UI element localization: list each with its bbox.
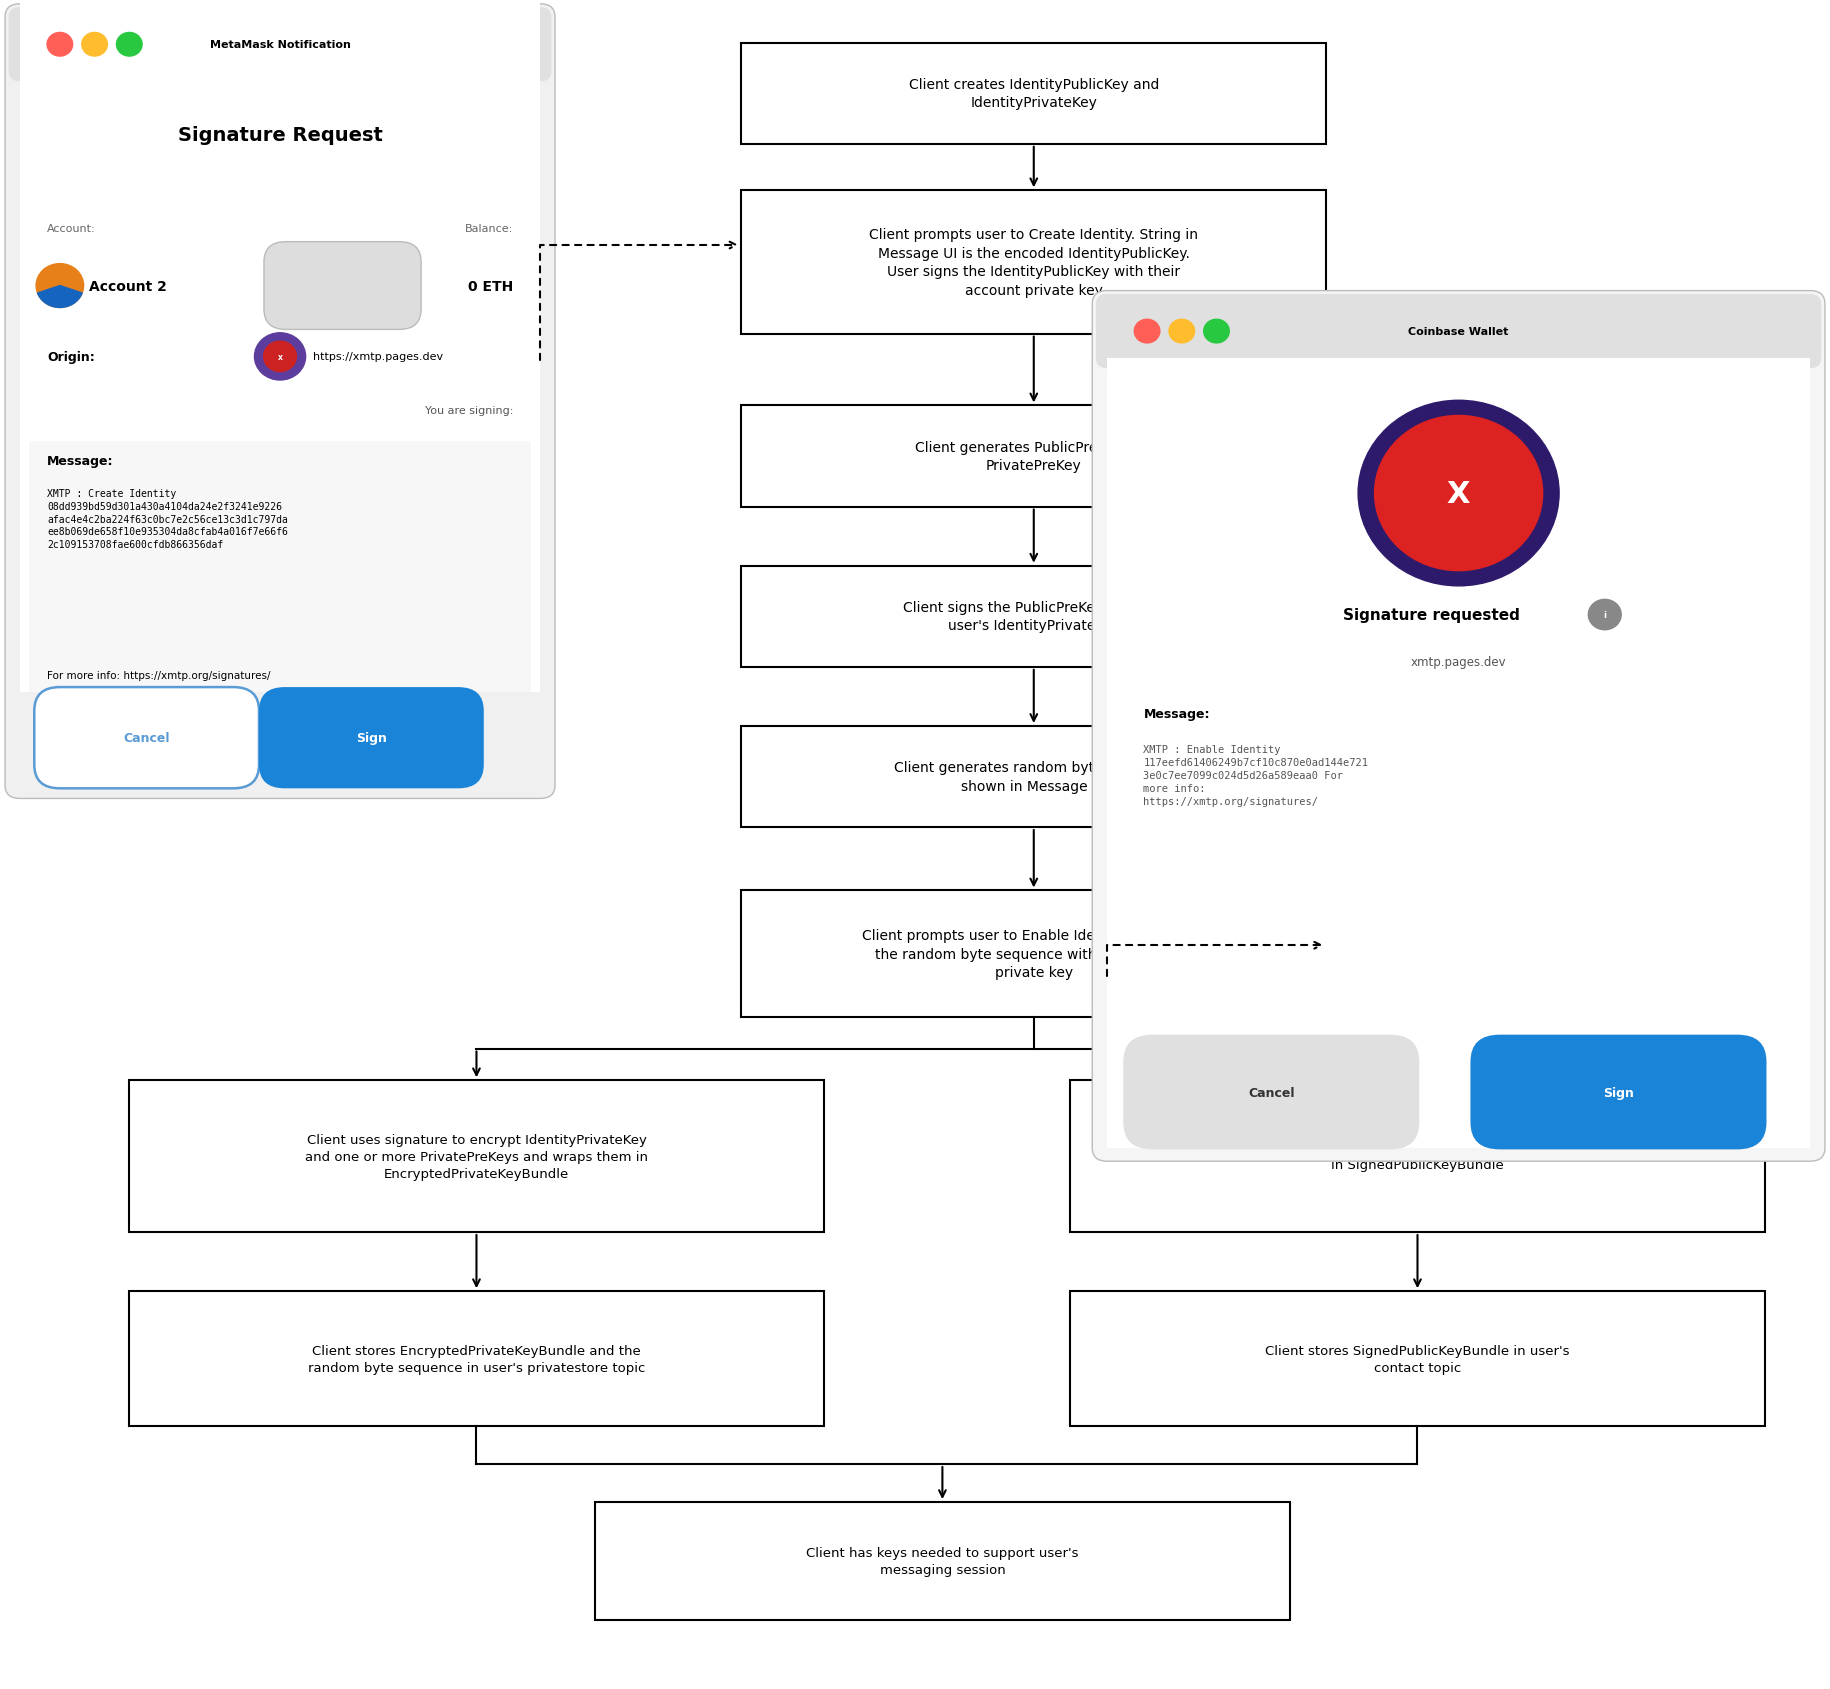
Text: Message:: Message: <box>48 454 113 468</box>
Text: Client prompts user to Enable Identity. User signs
the random byte sequence with: Client prompts user to Enable Identity. … <box>862 929 1206 980</box>
FancyBboxPatch shape <box>35 687 260 789</box>
Text: Client generates PublicPreKey and
PrivatePreKey: Client generates PublicPreKey and Privat… <box>915 441 1153 473</box>
Circle shape <box>117 34 143 57</box>
Text: Message:: Message: <box>1144 708 1210 721</box>
FancyBboxPatch shape <box>1096 296 1821 368</box>
FancyBboxPatch shape <box>1107 358 1810 1149</box>
Circle shape <box>48 34 73 57</box>
Text: i: i <box>1603 611 1607 620</box>
FancyBboxPatch shape <box>20 73 540 199</box>
FancyBboxPatch shape <box>1124 1035 1420 1150</box>
FancyBboxPatch shape <box>130 1081 824 1233</box>
FancyBboxPatch shape <box>741 890 1327 1017</box>
Text: Cancel: Cancel <box>1248 1086 1294 1100</box>
Circle shape <box>1135 321 1160 343</box>
Text: 0 ETH: 0 ETH <box>468 279 512 294</box>
Text: Client generates random byte sequence
shown in Message UI: Client generates random byte sequence sh… <box>895 760 1173 794</box>
Text: https://xmtp.pages.dev: https://xmtp.pages.dev <box>313 353 443 361</box>
Circle shape <box>1358 400 1559 586</box>
FancyBboxPatch shape <box>595 1502 1290 1620</box>
Text: Client prompts user to Create Identity. String in
Message UI is the encoded Iden: Client prompts user to Create Identity. … <box>869 228 1199 297</box>
Text: Client signs the PublicPreKey with the
user's IdentityPrivateKey: Client signs the PublicPreKey with the u… <box>904 601 1164 633</box>
FancyBboxPatch shape <box>29 441 531 692</box>
Text: Client uses signature to encrypt IdentityPrivateKey
and one or more PrivatePreKe: Client uses signature to encrypt Identit… <box>306 1133 648 1181</box>
FancyBboxPatch shape <box>741 566 1327 667</box>
Text: Signature Request: Signature Request <box>178 127 382 145</box>
Circle shape <box>82 34 108 57</box>
Circle shape <box>1169 321 1195 343</box>
Text: xmtp.pages.dev: xmtp.pages.dev <box>1411 655 1506 669</box>
Circle shape <box>37 265 84 309</box>
FancyBboxPatch shape <box>1471 1035 1766 1150</box>
FancyBboxPatch shape <box>130 1292 824 1426</box>
FancyBboxPatch shape <box>1071 1292 1764 1426</box>
FancyBboxPatch shape <box>741 405 1327 507</box>
Text: XMTP : Create Identity
08dd939bd59d301a430a4104da24e2f3241e9226
afac4e4c2ba224f6: XMTP : Create Identity 08dd939bd59d301a4… <box>48 488 287 551</box>
Text: Client wraps IdentityPublicKey and PublicPreKey
in SignedPublicKeyBundle: Client wraps IdentityPublicKey and Publi… <box>1257 1142 1577 1172</box>
Text: MetaMask Notification: MetaMask Notification <box>210 41 351 51</box>
Text: Account 2: Account 2 <box>90 279 167 294</box>
Text: You are signing:: You are signing: <box>425 405 512 415</box>
Text: Client stores EncryptedPrivateKeyBundle and the
random byte sequence in user's p: Client stores EncryptedPrivateKeyBundle … <box>307 1344 646 1373</box>
Text: Client has keys needed to support user's
messaging session: Client has keys needed to support user's… <box>807 1545 1078 1576</box>
Text: Signature requested: Signature requested <box>1343 608 1519 623</box>
Polygon shape <box>247 199 313 233</box>
FancyBboxPatch shape <box>1071 1081 1764 1233</box>
Text: Cancel: Cancel <box>123 731 170 745</box>
FancyBboxPatch shape <box>260 687 483 789</box>
FancyBboxPatch shape <box>9 8 551 83</box>
Circle shape <box>254 333 306 380</box>
FancyBboxPatch shape <box>741 726 1327 828</box>
Text: Client stores SignedPublicKeyBundle in user's
contact topic: Client stores SignedPublicKeyBundle in u… <box>1265 1344 1570 1373</box>
Text: Account:: Account: <box>48 225 95 235</box>
Circle shape <box>1588 600 1621 630</box>
Text: Sign: Sign <box>1603 1086 1634 1100</box>
FancyBboxPatch shape <box>741 44 1327 145</box>
Text: Balance:: Balance: <box>465 225 512 235</box>
FancyBboxPatch shape <box>20 0 540 692</box>
Text: Coinbase Wallet: Coinbase Wallet <box>1409 328 1508 336</box>
Text: X: X <box>1448 480 1469 508</box>
Text: XMTP : Enable Identity
117eefd61406249b7cf10c870e0ad144e721
3e0c7ee7099c024d5d26: XMTP : Enable Identity 117eefd61406249b7… <box>1144 745 1369 806</box>
Text: x: x <box>278 353 282 361</box>
FancyBboxPatch shape <box>264 243 421 331</box>
Text: Sign: Sign <box>357 731 386 745</box>
Circle shape <box>1204 321 1230 343</box>
FancyBboxPatch shape <box>1093 292 1825 1162</box>
Wedge shape <box>38 287 82 309</box>
Text: Origin:: Origin: <box>48 351 95 363</box>
Circle shape <box>264 341 296 372</box>
Text: For more info: https://xmtp.org/signatures/: For more info: https://xmtp.org/signatur… <box>48 671 271 681</box>
FancyBboxPatch shape <box>5 5 554 799</box>
FancyBboxPatch shape <box>741 191 1327 334</box>
Circle shape <box>1374 415 1543 571</box>
Text: Client creates IdentityPublicKey and
IdentityPrivateKey: Client creates IdentityPublicKey and Ide… <box>908 78 1158 110</box>
